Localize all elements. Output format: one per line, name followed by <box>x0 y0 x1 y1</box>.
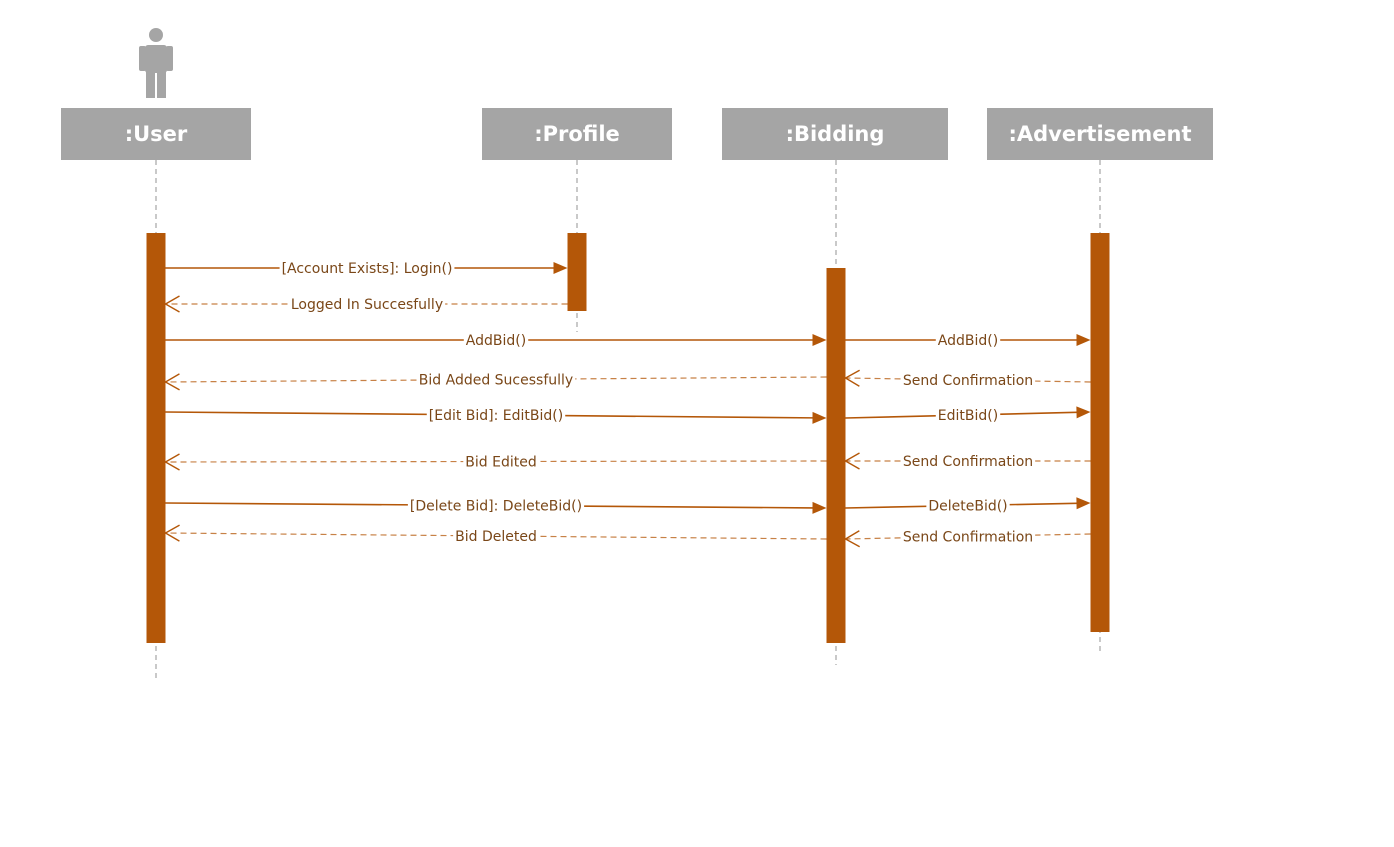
message-label: [Delete Bid]: DeleteBid() <box>410 499 582 515</box>
filled-arrowhead-icon <box>812 501 827 514</box>
open-arrowhead-icon <box>164 524 180 542</box>
message-label: [Edit Bid]: EditBid() <box>429 408 563 424</box>
object-box-advertisement[interactable]: :Advertisement <box>987 108 1213 160</box>
message-label: EditBid() <box>938 408 998 424</box>
message-editbid-bidding: EditBid() <box>845 406 1091 424</box>
message-label-bg <box>926 498 1010 515</box>
message-label: AddBid() <box>466 333 526 349</box>
person-icon <box>139 28 173 98</box>
object-box-bg <box>61 108 251 160</box>
message-label: Send Confirmation <box>903 373 1033 389</box>
message-label-bg <box>463 333 529 349</box>
filled-arrowhead-icon <box>1076 406 1091 419</box>
activation-bars <box>146 233 1110 643</box>
activation-bar-user <box>146 233 166 643</box>
activation-bar-advertisement <box>1090 233 1110 632</box>
messages: [Account Exists]: Login() Logged In Succe… <box>164 261 1091 548</box>
message-label-bg <box>935 408 1001 424</box>
activation-bar-bidding <box>826 268 846 643</box>
message-label-bg <box>407 498 585 515</box>
object-label-user: :User <box>125 122 188 146</box>
message-deletebid-user: [Delete Bid]: DeleteBid() <box>165 498 827 515</box>
object-box-bg <box>722 108 948 160</box>
actor <box>139 28 173 98</box>
message-label-bg <box>900 454 1036 470</box>
filled-arrowhead-icon <box>1076 334 1091 346</box>
open-arrowhead-icon <box>164 295 180 313</box>
open-arrowhead-icon <box>844 369 860 387</box>
object-box-profile[interactable]: :Profile <box>482 108 672 160</box>
open-arrowhead-icon <box>844 530 860 548</box>
open-arrowhead-icon <box>164 373 180 391</box>
message-editbid-user: [Edit Bid]: EditBid() <box>165 408 827 424</box>
message-label: Bid Edited <box>465 454 536 470</box>
activation-bar-profile <box>567 233 587 311</box>
message-label: [Account Exists]: Login() <box>282 261 453 277</box>
message-label: Bid Deleted <box>455 529 537 545</box>
message-bid-added: Bid Added Sucessfully <box>164 372 827 391</box>
filled-arrowhead-icon <box>1076 497 1091 510</box>
filled-arrowhead-icon <box>812 411 827 424</box>
message-label-bg <box>426 408 566 424</box>
object-box-user[interactable]: :User <box>61 108 251 160</box>
message-label-bg <box>416 372 576 389</box>
object-box-bg <box>482 108 672 160</box>
message-label-bg <box>279 261 455 277</box>
object-box-bg <box>987 108 1213 160</box>
message-logged-in: Logged In Succesfully <box>164 295 568 313</box>
message-bid-edited: Bid Edited <box>164 453 827 471</box>
message-deletebid-bidding: DeleteBid() <box>845 497 1091 515</box>
message-confirm-edit: Send Confirmation <box>844 452 1091 470</box>
message-addbid-bidding: AddBid() <box>845 333 1091 349</box>
message-label-bg <box>453 529 539 545</box>
message-label: DeleteBid() <box>928 499 1007 515</box>
object-label-profile: :Profile <box>534 122 620 146</box>
message-addbid-user: AddBid() <box>165 333 827 349</box>
object-box-bidding[interactable]: :Bidding <box>722 108 948 160</box>
message-label-bg <box>935 333 1001 349</box>
message-confirm-add: Send Confirmation <box>844 369 1091 389</box>
message-label-bg <box>900 529 1036 546</box>
message-label-bg <box>900 373 1036 389</box>
message-label: Send Confirmation <box>903 530 1033 546</box>
object-label-advertisement: :Advertisement <box>1008 122 1191 146</box>
message-bid-deleted: Bid Deleted <box>164 524 827 545</box>
message-confirm-delete: Send Confirmation <box>844 529 1091 548</box>
open-arrowhead-icon <box>164 453 180 471</box>
filled-arrowhead-icon <box>812 334 827 346</box>
message-label: Bid Added Sucessfully <box>419 373 573 389</box>
open-arrowhead-icon <box>844 452 860 470</box>
message-label: Logged In Succesfully <box>291 297 443 313</box>
message-label-bg <box>288 297 446 313</box>
message-login: [Account Exists]: Login() <box>165 261 568 277</box>
object-label-bidding: :Bidding <box>786 122 885 146</box>
message-label: AddBid() <box>938 333 998 349</box>
object-headers: :User :Profile :Bidding :Advertisement <box>61 108 1213 160</box>
filled-arrowhead-icon <box>553 262 568 274</box>
message-label: Send Confirmation <box>903 454 1033 470</box>
message-label-bg <box>463 454 539 471</box>
